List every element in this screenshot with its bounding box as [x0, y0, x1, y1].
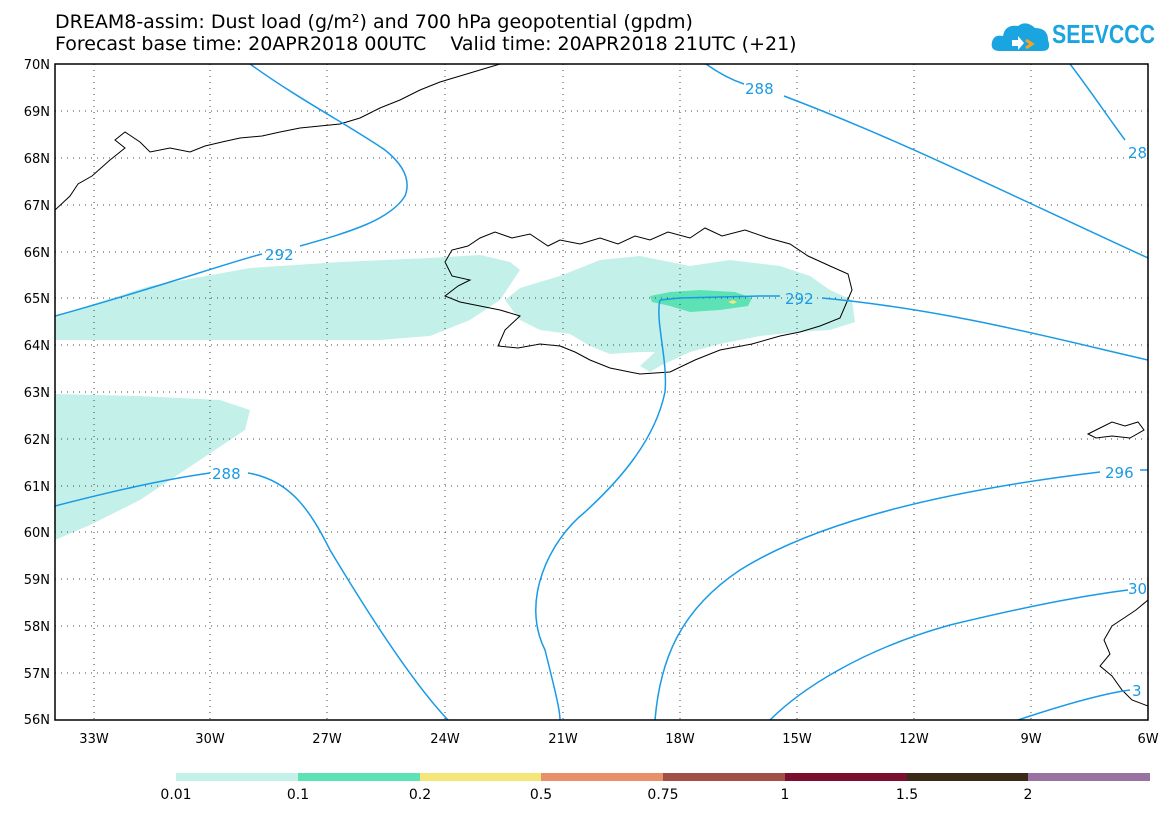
lat-label: 60N — [24, 526, 50, 541]
contour-292-south — [535, 299, 667, 720]
colorbar-label: 1 — [781, 787, 790, 803]
lon-label: 15W — [782, 732, 812, 747]
contour-label: 28 — [1128, 144, 1147, 162]
lon-label: 24W — [430, 732, 460, 747]
lat-label: 66N — [24, 246, 50, 261]
lat-label: 65N — [24, 292, 50, 307]
colorbar: 0.01 0.1 0.2 0.5 0.75 1 1.5 2 — [160, 773, 1150, 803]
scotland-coast — [1099, 599, 1148, 707]
colorbar-label: 0.75 — [647, 787, 678, 803]
graticule — [55, 64, 1148, 720]
contour-label: 30 — [1128, 580, 1147, 598]
colorbar-label: 0.5 — [530, 787, 552, 803]
lat-label: 67N — [24, 199, 50, 214]
lat-label: 56N — [24, 713, 50, 728]
lat-label: 68N — [24, 152, 50, 167]
colorbar-swatch — [420, 773, 541, 781]
colorbar-swatch — [663, 773, 785, 781]
colorbar-swatch — [907, 773, 1028, 781]
contour-label: 288 — [212, 465, 241, 483]
contour-292-west — [55, 64, 408, 317]
lat-label: 64N — [24, 339, 50, 354]
colorbar-label: 2 — [1024, 787, 1033, 803]
lon-label: 33W — [79, 732, 109, 747]
lat-label: 61N — [24, 480, 50, 495]
colorbar-label: 0.01 — [160, 787, 191, 803]
dust-area-core — [650, 290, 752, 312]
dust-area-iceland — [505, 256, 855, 372]
map-title: DREAM8-assim: Dust load (g/m²) and 700 h… — [55, 11, 693, 33]
logo-text: SEEVCCC — [1052, 19, 1156, 49]
cloud-logo-icon — [991, 23, 1050, 51]
colorbar-swatch — [1028, 773, 1150, 781]
dust-area-southwest — [55, 394, 250, 540]
greenland-coast — [55, 64, 501, 211]
contour-label: 288 — [745, 80, 774, 98]
lat-label: 69N — [24, 105, 50, 120]
contour-label: 296 — [1105, 464, 1134, 482]
contour-292-east — [659, 295, 1148, 361]
lat-label: 59N — [24, 573, 50, 588]
lon-label: 21W — [548, 732, 578, 747]
lon-label: 18W — [665, 732, 695, 747]
map-frame — [54, 63, 1149, 721]
lat-label: 63N — [24, 386, 50, 401]
contour-304 — [1017, 689, 1131, 720]
iceland-coast — [443, 227, 853, 375]
colorbar-label: 1.5 — [896, 787, 918, 803]
dust-area-west — [55, 255, 520, 340]
contour-label: 3 — [1132, 682, 1142, 700]
lon-label: 27W — [312, 732, 342, 747]
lat-label: 57N — [24, 667, 50, 682]
contour-296 — [654, 469, 1148, 720]
contour-300 — [769, 589, 1129, 720]
lon-label: 30W — [195, 732, 225, 747]
contour-label: 292 — [785, 290, 814, 308]
colorbar-swatch — [541, 773, 663, 781]
contour-288-north — [705, 64, 1148, 259]
lat-label: 62N — [24, 433, 50, 448]
colorbar-swatch — [176, 773, 298, 781]
map-subtitle-times: Forecast base time: 20APR2018 00UTC Vali… — [55, 33, 797, 55]
colorbar-swatch — [785, 773, 907, 781]
contour-288-west — [55, 472, 449, 720]
lat-label: 58N — [24, 620, 50, 635]
dust-area-peak — [728, 300, 737, 304]
lon-label: 12W — [899, 732, 929, 747]
lon-label: 9W — [1020, 732, 1041, 747]
colorbar-swatch — [298, 773, 420, 781]
lat-label: 70N — [24, 58, 50, 73]
contour-288-north-east — [1069, 64, 1126, 141]
faroe-coast — [1086, 421, 1145, 439]
colorbar-label: 0.2 — [409, 787, 431, 803]
lon-label: 6W — [1137, 732, 1158, 747]
contour-label: 292 — [265, 246, 294, 264]
colorbar-label: 0.1 — [287, 787, 309, 803]
